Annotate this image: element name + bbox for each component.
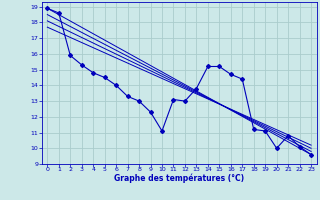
X-axis label: Graphe des températures (°C): Graphe des températures (°C) bbox=[114, 174, 244, 183]
